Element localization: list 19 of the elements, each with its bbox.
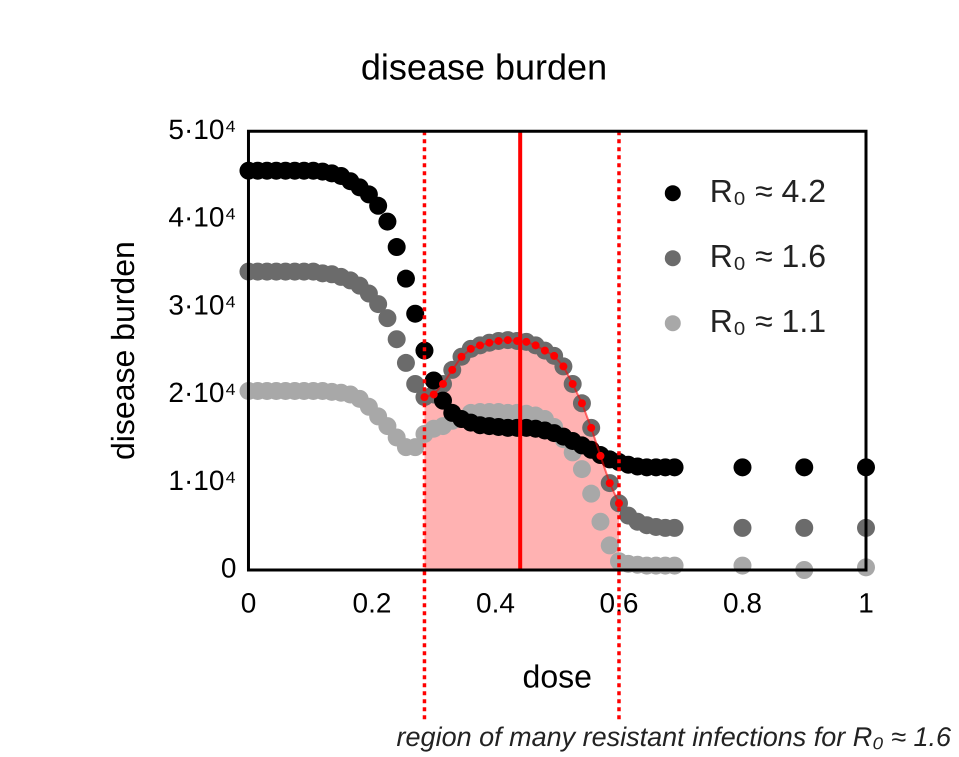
y-tick-label: 1·10⁴ bbox=[168, 464, 236, 496]
text: region of many resistant infections for R₀ ≈ 1.6 bbox=[396, 722, 951, 753]
legend-label: R₀ ≈ 4.2 bbox=[710, 173, 826, 210]
x-tick-label: 0 bbox=[240, 588, 256, 619]
legend-label: R₀ ≈ 1.1 bbox=[710, 303, 826, 340]
y-tick-label: 2·10⁴ bbox=[168, 377, 236, 408]
chart-title: disease burden bbox=[360, 46, 608, 88]
x-axis-title: dose bbox=[522, 658, 592, 695]
y-tick-label: 4·10⁴ bbox=[168, 202, 236, 233]
y-axis-title: disease burden bbox=[105, 241, 142, 460]
x-tick-label: 0.4 bbox=[476, 588, 515, 619]
legend-label: R₀ ≈ 1.6 bbox=[710, 238, 826, 274]
y-tick-label: 5·10⁴ bbox=[168, 114, 236, 145]
x-tick-label: 1 bbox=[858, 588, 874, 619]
x-tick-label: 0.2 bbox=[352, 588, 392, 619]
y-tick-label: 0 bbox=[220, 552, 236, 584]
y-tick-label: 3·10⁴ bbox=[168, 289, 236, 320]
x-tick-label: 0.6 bbox=[600, 588, 638, 619]
x-tick-label: 0.8 bbox=[723, 588, 762, 619]
